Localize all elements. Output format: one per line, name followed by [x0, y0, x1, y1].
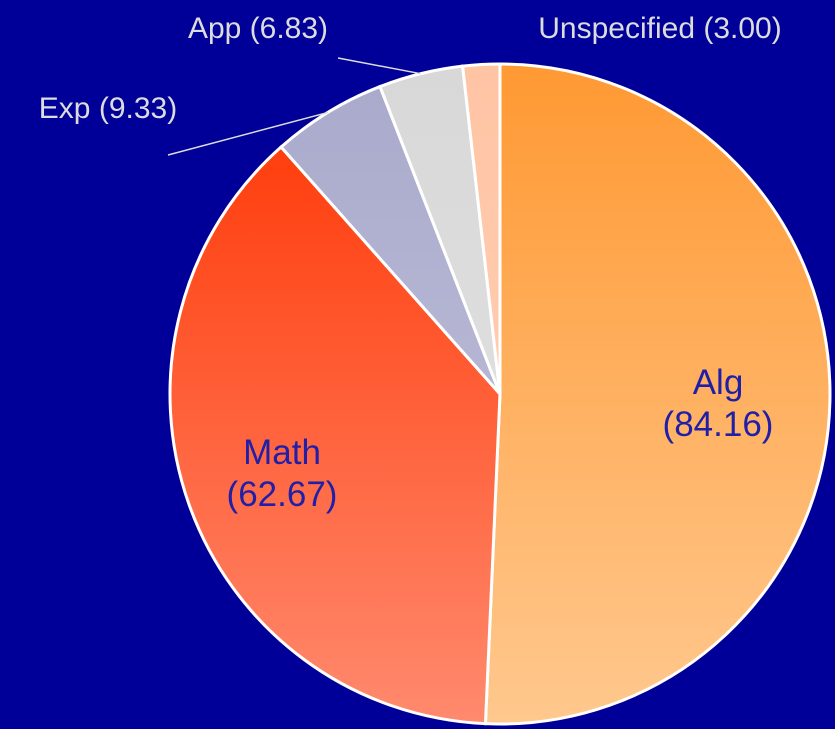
slice-label: Exp (9.33)	[39, 92, 177, 125]
slice-value: (9.33)	[99, 92, 177, 125]
slice-label: Alg (84.16)	[663, 363, 774, 444]
slice-category: App	[188, 12, 241, 45]
pie-slice	[483, 62, 832, 726]
slice-value: (6.83)	[250, 12, 328, 45]
slice-value: (62.67)	[227, 475, 338, 514]
pie-slice	[460, 62, 502, 395]
slice-label: Unspecified (3.00)	[538, 12, 781, 45]
slice-label: App (6.83)	[188, 12, 328, 45]
slice-category: Unspecified	[538, 12, 695, 45]
slice-category: Exp	[39, 92, 91, 125]
slice-category: Math	[243, 433, 321, 472]
leader-line	[337, 57, 421, 75]
leader-line	[167, 111, 329, 156]
pie-slice	[168, 144, 502, 726]
slice-value: (3.00)	[703, 12, 781, 45]
slice-label: Math (62.67)	[227, 433, 338, 514]
slice-category: Alg	[693, 363, 744, 402]
slice-value: (84.16)	[663, 405, 774, 444]
